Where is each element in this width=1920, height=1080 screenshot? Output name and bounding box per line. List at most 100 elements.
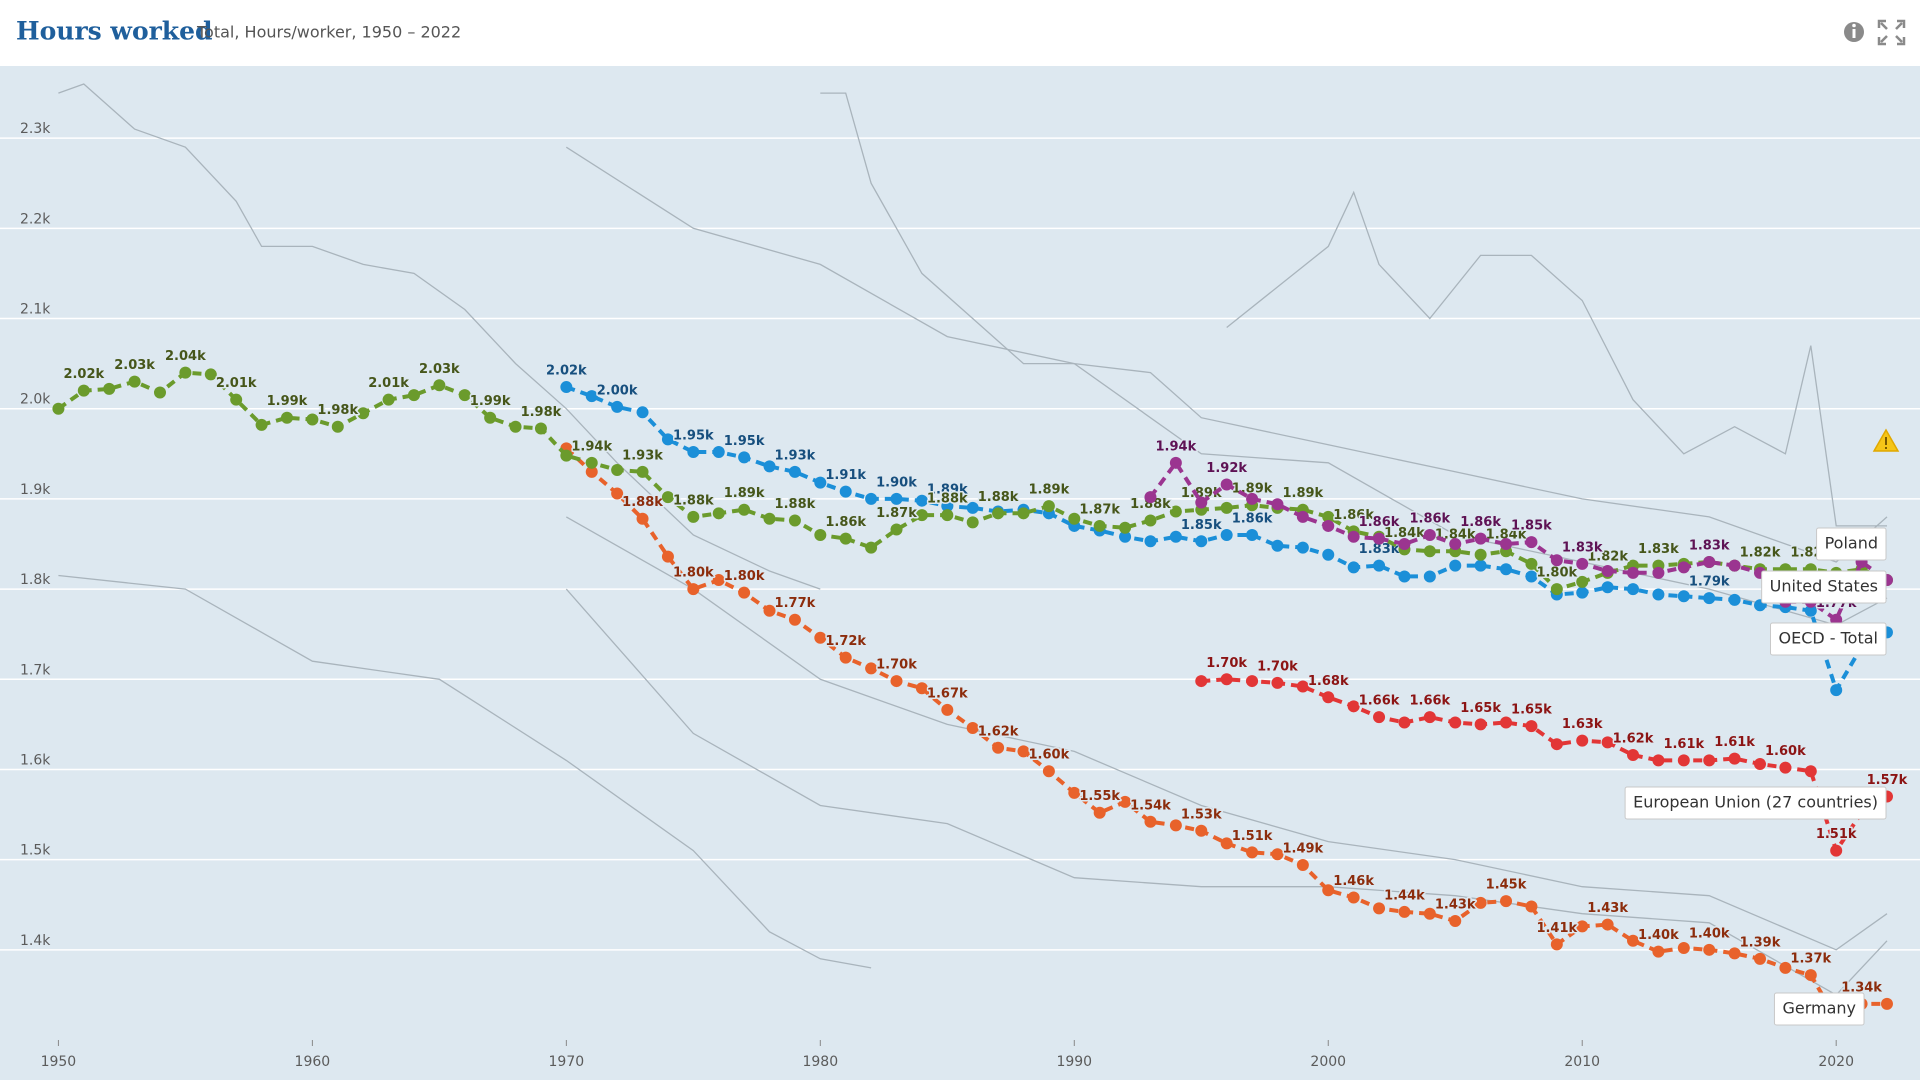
data-point	[382, 393, 395, 406]
series-line	[564, 446, 1887, 1021]
series: 1.70k 1.70k 1.68k 1.66k 1.66k 1.65k 1.65k 1.63k…	[1195, 654, 1909, 857]
y-tick-label: 1.9k	[20, 482, 51, 498]
data-label: 2.04k	[165, 349, 206, 364]
data-point	[1449, 537, 1462, 550]
data-point	[1677, 942, 1690, 955]
data-point	[915, 682, 928, 695]
data-point	[1296, 541, 1309, 554]
data-label: 1.90k	[876, 475, 917, 490]
data-point	[611, 400, 624, 413]
data-point	[1728, 947, 1741, 960]
data-label: 1.83k	[1689, 539, 1730, 554]
series-name: European Union (27 countries)	[1633, 793, 1878, 812]
data-point	[687, 583, 700, 596]
data-point	[915, 494, 928, 507]
data-label: 1.95k	[673, 428, 714, 443]
name-box	[1816, 527, 1887, 561]
data-point	[1449, 559, 1462, 572]
data-label: 1.66k	[1359, 694, 1400, 709]
background-line	[565, 146, 1888, 626]
data-label: 1.72k	[825, 634, 866, 649]
data-point	[1347, 530, 1360, 543]
data-point	[1220, 837, 1233, 850]
data-point	[1677, 754, 1690, 767]
data-point	[1423, 711, 1436, 724]
data-point	[357, 407, 370, 420]
data-label: 1.62k	[1613, 732, 1654, 747]
data-point	[560, 449, 573, 462]
series-name: Germany	[1782, 999, 1856, 1018]
data-point	[1169, 456, 1182, 469]
data-point	[1195, 824, 1208, 837]
data-label: 1.85k	[1511, 519, 1552, 534]
data-point	[712, 445, 725, 458]
data-point	[1195, 675, 1208, 688]
data-point	[992, 741, 1005, 754]
data-label: 1.95k	[724, 434, 765, 449]
data-point	[1195, 535, 1208, 548]
x-tick-label: 1990	[1056, 1054, 1092, 1070]
data-point	[154, 386, 166, 399]
data-label: 1.34k	[1841, 980, 1882, 995]
data-point	[1093, 806, 1106, 819]
data-point	[1754, 952, 1766, 965]
data-point	[1169, 530, 1182, 543]
fullscreen-icon[interactable]	[1877, 19, 1906, 46]
data-point	[1220, 501, 1233, 514]
data-point	[1525, 557, 1538, 570]
data-point	[1220, 673, 1233, 686]
x-tick-label: 2000	[1310, 1054, 1346, 1070]
data-point	[1296, 859, 1309, 872]
x-tick-label: 2010	[1564, 1054, 1600, 1070]
info-icon[interactable]	[1844, 22, 1864, 42]
data-point	[941, 703, 954, 716]
name-box	[1773, 992, 1865, 1026]
data-point	[1677, 590, 1690, 603]
data-point	[941, 500, 954, 513]
data-label: 1.54k	[1130, 798, 1171, 813]
data-point	[1093, 519, 1106, 532]
data-point	[585, 456, 598, 469]
data-point	[1144, 535, 1157, 548]
data-point	[890, 523, 903, 536]
data-label: 1.89k	[1181, 486, 1222, 501]
data-point	[788, 514, 801, 527]
data-point	[1423, 545, 1436, 558]
series-name: OECD - Total	[1778, 629, 1878, 648]
warning-icon[interactable]	[1872, 428, 1900, 452]
data-label: 1.91k	[825, 468, 866, 483]
x-tick-label: 1980	[802, 1054, 838, 1070]
data-point	[839, 651, 852, 664]
data-point	[1144, 491, 1157, 504]
background-line	[58, 574, 872, 969]
data-point	[1754, 758, 1766, 771]
data-label: 1.94k	[571, 439, 612, 454]
data-point	[763, 604, 776, 617]
data-point	[1119, 530, 1132, 543]
series-name-box: Germany	[1773, 992, 1865, 1026]
data-point	[1677, 561, 1690, 574]
data-point	[890, 675, 903, 688]
data-label: 1.83k	[1562, 540, 1603, 555]
y-tick-label: 1.8k	[20, 572, 51, 588]
data-point	[1322, 548, 1335, 561]
data-point	[1322, 884, 1335, 897]
data-point	[1423, 907, 1436, 920]
data-point	[1474, 532, 1487, 545]
data-point	[1449, 914, 1462, 927]
data-label: 1.80k	[724, 569, 765, 584]
data-point	[1144, 514, 1157, 527]
y-tick-label: 1.7k	[20, 662, 51, 678]
data-point	[1246, 528, 1259, 541]
data-point	[941, 509, 954, 522]
data-label: 1.43k	[1587, 901, 1628, 916]
data-label: 1.53k	[1181, 807, 1222, 822]
header-background	[0, 0, 1920, 66]
data-point	[763, 460, 776, 473]
data-label: 1.77k	[775, 596, 816, 611]
data-label: 1.62k	[978, 724, 1019, 739]
data-label: 1.92k	[1206, 461, 1247, 476]
data-label: 1.88k	[927, 492, 968, 507]
series-name: Poland	[1825, 534, 1878, 553]
data-point	[1525, 900, 1538, 913]
